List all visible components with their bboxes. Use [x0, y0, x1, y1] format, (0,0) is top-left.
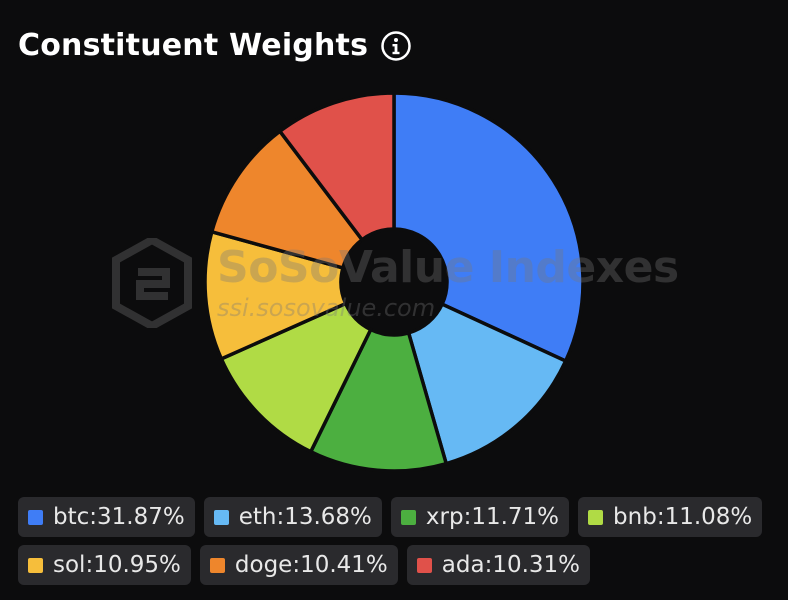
legend-swatch: [416, 557, 432, 573]
legend-label: xrp:11.71%: [425, 504, 560, 530]
slice-eth[interactable]: [406, 301, 569, 466]
info-icon[interactable]: [380, 30, 412, 62]
legend-item-doge[interactable]: doge:10.41%: [199, 545, 398, 585]
slice-ada[interactable]: [277, 91, 396, 243]
legend-swatch: [213, 509, 229, 525]
legend-item-bnb[interactable]: bnb:11.08%: [578, 497, 763, 537]
legend-item-sol[interactable]: sol:10.95%: [18, 545, 191, 585]
legend-label: ada:10.31%: [441, 552, 581, 578]
legend-swatch: [28, 509, 43, 525]
legend-label: doge:10.41%: [234, 552, 388, 578]
legend-label: sol:10.95%: [53, 552, 181, 578]
slice-doge[interactable]: [209, 128, 365, 271]
legend-label: bnb:11.08%: [613, 504, 753, 530]
legend-item-btc[interactable]: btc:31.87%: [18, 497, 195, 537]
legend-label: btc:31.87%: [53, 504, 185, 530]
legend-item-xrp[interactable]: xrp:11.71%: [390, 497, 570, 537]
slice-btc[interactable]: [392, 91, 585, 364]
legend: btc:31.87% eth:13.68% xrp:11.71% bnb:11.08%…: [18, 497, 778, 585]
chart-header: Constituent Weights: [18, 26, 412, 66]
legend-label: eth:13.68%: [238, 504, 372, 530]
slice-sol[interactable]: [203, 229, 348, 362]
slice-bnb[interactable]: [219, 301, 374, 455]
legend-swatch: [588, 509, 604, 525]
legend-item-ada[interactable]: ada:10.31%: [406, 545, 591, 585]
chart-title: Constituent Weights: [18, 28, 369, 63]
slice-xrp[interactable]: [308, 327, 449, 473]
donut-chart: [203, 91, 585, 473]
legend-swatch: [400, 509, 416, 525]
chart-area: SoSoValue Indexes ssi.sosovalue.com: [0, 80, 788, 480]
legend-item-eth[interactable]: eth:13.68%: [203, 497, 382, 537]
legend-swatch: [209, 557, 225, 573]
legend-swatch: [28, 557, 43, 573]
